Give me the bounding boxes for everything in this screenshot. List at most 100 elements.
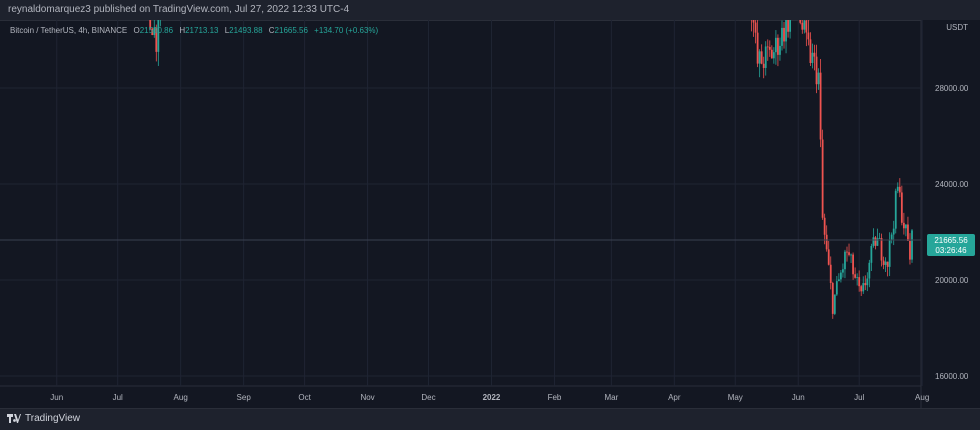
candle-body — [789, 12, 792, 32]
open-value: 21530.86 — [139, 26, 174, 35]
candle-body — [858, 277, 861, 287]
symbol-name: Bitcoin / TetherUS, 4h, BINANCE — [10, 26, 128, 35]
candle-body — [894, 190, 897, 229]
close-label: C — [268, 26, 275, 35]
x-tick-label: Jul — [113, 393, 123, 402]
candle-body — [758, 51, 761, 64]
candle-body — [846, 251, 848, 253]
x-tick-label: Jun — [792, 393, 805, 402]
candle-body — [837, 279, 840, 282]
x-tick-label: Aug — [174, 393, 188, 402]
candle-body — [882, 260, 885, 265]
candle-body — [902, 222, 905, 229]
candle-body — [827, 249, 830, 265]
x-tick-label: Dec — [421, 393, 435, 402]
x-tick-label: 2022 — [483, 393, 501, 402]
candle-body — [813, 52, 816, 57]
candle-body — [774, 37, 777, 53]
high-label: H — [179, 26, 186, 35]
candle-body — [762, 63, 765, 68]
x-tick-label: May — [728, 393, 743, 402]
candle-body — [898, 186, 901, 193]
x-tick-label: Oct — [298, 393, 311, 402]
candle-body — [760, 51, 763, 64]
candle-body — [829, 264, 832, 283]
candle-body — [799, 12, 802, 23]
candle-body — [752, 18, 755, 23]
candle-body — [766, 46, 769, 48]
candle-body — [772, 52, 775, 59]
y-tick-label: 24000.00 — [935, 180, 969, 189]
candle-body — [868, 262, 871, 279]
footer-bar: TradingView — [0, 408, 980, 430]
candle-body — [809, 39, 812, 64]
candles — [141, 0, 913, 319]
candle-body — [785, 16, 787, 42]
candle-body — [852, 254, 854, 275]
candle-body — [896, 186, 899, 191]
chart-area[interactable]: 16000.0020000.0024000.0028000.0032000.00… — [0, 0, 980, 408]
price-chart[interactable]: 16000.0020000.0024000.0028000.0032000.00… — [0, 0, 980, 408]
candle-body — [892, 228, 895, 235]
candle-body — [781, 27, 783, 46]
candle-body — [807, 32, 810, 40]
y-tick-label: 28000.00 — [935, 84, 969, 93]
candle-body — [805, 20, 808, 33]
y-tick-label: 16000.00 — [935, 372, 969, 381]
current-price-tag — [927, 234, 975, 257]
candle-body — [825, 234, 828, 250]
candle-body — [842, 269, 844, 273]
candle-body — [821, 139, 824, 218]
candle-body — [907, 224, 909, 241]
x-tick-label: Apr — [668, 393, 681, 402]
candle-body — [787, 16, 789, 32]
x-tick-label: Aug — [915, 393, 929, 402]
candle-body — [768, 46, 771, 50]
candle-body — [831, 282, 834, 314]
tradingview-logo[interactable]: TradingView — [7, 413, 80, 424]
candle-body — [754, 22, 757, 33]
candle-body — [803, 20, 806, 30]
candle-body — [783, 27, 785, 42]
candle-body — [866, 278, 869, 286]
candle-body — [890, 234, 893, 240]
candle-body — [909, 240, 911, 260]
high-value: 21713.13 — [185, 26, 219, 35]
low-label: L — [224, 26, 230, 35]
candle-body — [770, 49, 773, 59]
candle-body — [872, 237, 875, 246]
symbol-legend: Bitcoin / TetherUS, 4h, BINANCE O21530.8… — [10, 26, 378, 35]
candle-body — [888, 239, 891, 267]
tradingview-brand: TradingView — [25, 413, 81, 424]
x-tick-label: Nov — [360, 393, 374, 402]
candle-body — [911, 230, 913, 260]
candle-body — [876, 238, 879, 246]
price-axis-unit: USDT — [946, 23, 968, 32]
candle-body — [151, 28, 154, 36]
candle-body — [835, 281, 838, 295]
candle-body — [870, 245, 873, 263]
low-value: 21493.88 — [229, 26, 263, 35]
close-value: 21665.56 — [274, 26, 308, 35]
candle-body — [811, 52, 814, 64]
candle-body — [756, 32, 759, 64]
publisher-line: reynaldomarquez3 published on TradingVie… — [8, 4, 350, 15]
candle-body — [880, 238, 883, 261]
y-tick-label: 20000.00 — [935, 276, 969, 285]
price-axis-panel — [921, 20, 980, 408]
candle-body — [848, 252, 850, 255]
candle-countdown: 03:26:46 — [935, 246, 967, 255]
candle-body — [864, 283, 867, 286]
candle-body — [862, 283, 865, 292]
candle-body — [153, 27, 156, 36]
candle-body — [839, 272, 842, 280]
candle-body — [764, 46, 767, 68]
candle-body — [854, 274, 857, 278]
candle-body — [155, 27, 158, 52]
publisher-header: reynaldomarquez3 published on TradingVie… — [0, 0, 980, 21]
candle-body — [886, 261, 889, 267]
candle-body — [779, 45, 781, 55]
x-tick-label: Sep — [237, 393, 252, 402]
candle-body — [856, 277, 859, 278]
candle-body — [905, 224, 907, 229]
